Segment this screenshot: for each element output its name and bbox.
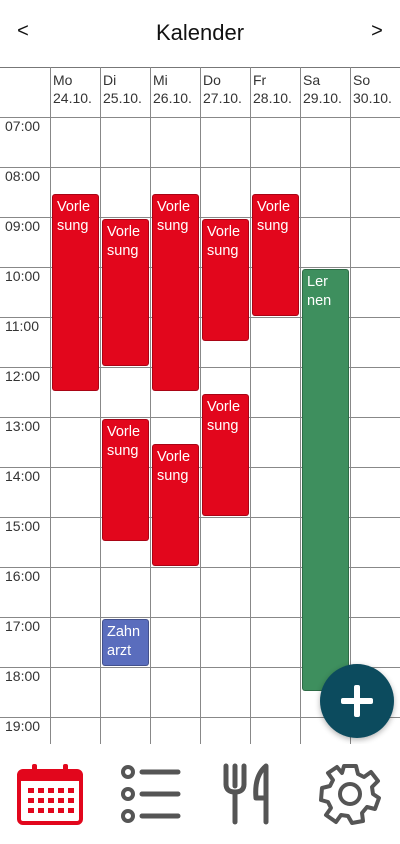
gear-icon xyxy=(319,764,381,825)
calendar-event[interactable]: Zahn arzt xyxy=(102,619,149,666)
calendar-event[interactable]: Vorle sung xyxy=(102,419,149,541)
day-header[interactable]: So 30.10. xyxy=(353,71,392,107)
day-date: 28.10. xyxy=(253,90,292,106)
hour-label: 13:00 xyxy=(5,418,41,434)
tab-calendar[interactable] xyxy=(0,744,100,844)
grid-row-line xyxy=(0,367,400,368)
hour-label: 11:00 xyxy=(5,318,39,334)
day-name: So xyxy=(353,72,371,88)
previous-week-button[interactable]: < xyxy=(17,20,29,42)
hour-label: 15:00 xyxy=(5,518,41,534)
hour-label: 18:00 xyxy=(5,668,41,684)
hour-label: 12:00 xyxy=(5,368,41,384)
hour-label: 09:00 xyxy=(5,218,41,234)
plus-icon xyxy=(341,685,373,717)
day-name: Mi xyxy=(153,72,168,88)
day-name: Do xyxy=(203,72,221,88)
day-date: 24.10. xyxy=(53,90,92,106)
tab-list[interactable] xyxy=(100,744,200,844)
day-header[interactable]: Fr 28.10. xyxy=(253,71,292,107)
grid-row-line xyxy=(0,467,400,468)
grid-column-line xyxy=(300,67,301,744)
grid-column-line xyxy=(250,67,251,744)
grid-column-line xyxy=(100,67,101,744)
next-week-button[interactable]: > xyxy=(371,20,383,42)
day-name: Sa xyxy=(303,72,321,88)
week-grid: Mo 24.10. Di 25.10. Mi 26.10. Do 27.10. Fr 28.10.… xyxy=(0,67,400,744)
hour-label: 08:00 xyxy=(5,168,41,184)
fork-knife-icon xyxy=(223,763,269,825)
hour-label: 17:00 xyxy=(5,618,41,634)
grid-row-line xyxy=(0,567,400,568)
day-name: Mo xyxy=(53,72,73,88)
day-date: 26.10. xyxy=(153,90,192,106)
grid-column-line xyxy=(350,67,351,744)
day-header[interactable]: Di 25.10. xyxy=(103,71,142,107)
grid-row-line xyxy=(0,417,400,418)
day-header[interactable]: Mo 24.10. xyxy=(53,71,92,107)
calendar-event[interactable]: Vorle sung xyxy=(202,219,249,341)
calendar-icon xyxy=(17,764,83,825)
hour-label: 14:00 xyxy=(5,468,41,484)
grid-row-line xyxy=(0,667,400,668)
day-name: Fr xyxy=(253,72,267,88)
calendar-event[interactable]: Vorle sung xyxy=(52,194,99,391)
grid-row-line xyxy=(0,317,400,318)
grid-row-line xyxy=(0,117,400,118)
day-name: Di xyxy=(103,72,117,88)
day-header[interactable]: Do 27.10. xyxy=(203,71,242,107)
tab-settings[interactable] xyxy=(300,744,400,844)
grid-column-line xyxy=(200,67,201,744)
grid-column-line xyxy=(150,67,151,744)
calendar-event[interactable]: Vorle sung xyxy=(102,219,149,366)
calendar-event[interactable]: Ler nen xyxy=(302,269,349,691)
hour-label: 19:00 xyxy=(5,718,41,734)
app-header: < Kalender > xyxy=(0,0,400,68)
bottom-nav xyxy=(0,744,400,844)
grid-row-line xyxy=(0,217,400,218)
grid-row-line xyxy=(0,167,400,168)
calendar-event[interactable]: Vorle sung xyxy=(152,444,199,566)
day-date: 25.10. xyxy=(103,90,142,106)
day-date: 30.10. xyxy=(353,90,392,106)
grid-row-line xyxy=(0,517,400,518)
hour-label: 16:00 xyxy=(5,568,41,584)
hour-label: 07:00 xyxy=(5,118,41,134)
grid-row-line xyxy=(0,717,400,718)
day-header[interactable]: Sa 29.10. xyxy=(303,71,342,107)
day-date: 29.10. xyxy=(303,90,342,106)
calendar-event[interactable]: Vorle sung xyxy=(252,194,299,316)
calendar-event[interactable]: Vorle sung xyxy=(152,194,199,391)
hour-label: 10:00 xyxy=(5,268,41,284)
calendar-event[interactable]: Vorle sung xyxy=(202,394,249,516)
grid-column-line xyxy=(50,67,51,744)
add-event-button[interactable] xyxy=(320,664,394,738)
day-header[interactable]: Mi 26.10. xyxy=(153,71,192,107)
grid-row-line xyxy=(0,617,400,618)
list-icon xyxy=(121,765,181,823)
grid-row-line xyxy=(0,267,400,268)
tab-meals[interactable] xyxy=(200,744,300,844)
page-title: Kalender xyxy=(155,20,245,45)
day-date: 27.10. xyxy=(203,90,242,106)
